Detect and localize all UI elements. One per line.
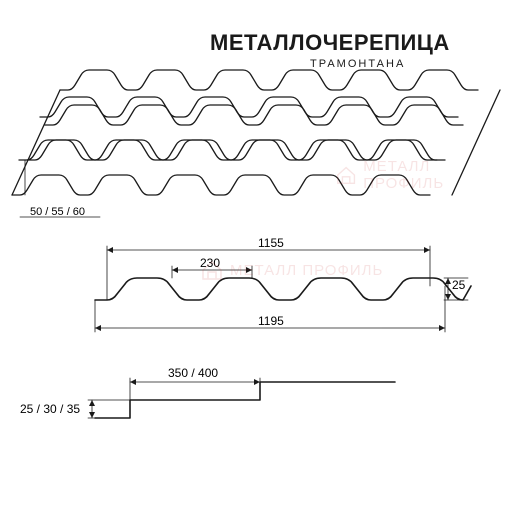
watermark-2: МЕТАЛЛ ПРОФИЛЬ (335, 158, 505, 192)
watermark-1: МЕТАЛЛ ПРОФИЛЬ (200, 258, 383, 282)
watermark-text: МЕТАЛЛ ПРОФИЛЬ (363, 158, 505, 192)
dim-bottom-width: 1195 (258, 314, 284, 328)
technical-drawing (0, 0, 505, 505)
dim-step-heights: 50 / 55 / 60 (30, 206, 85, 218)
dim-top-width: 1155 (258, 236, 284, 250)
dim-step-depth: 25 / 30 / 35 (20, 402, 80, 416)
dim-step-length: 350 / 400 (168, 366, 218, 380)
dim-wave-height: 25 (452, 278, 465, 292)
watermark-text: МЕТАЛЛ ПРОФИЛЬ (230, 262, 383, 279)
house-icon (335, 163, 357, 187)
house-icon (200, 258, 224, 282)
